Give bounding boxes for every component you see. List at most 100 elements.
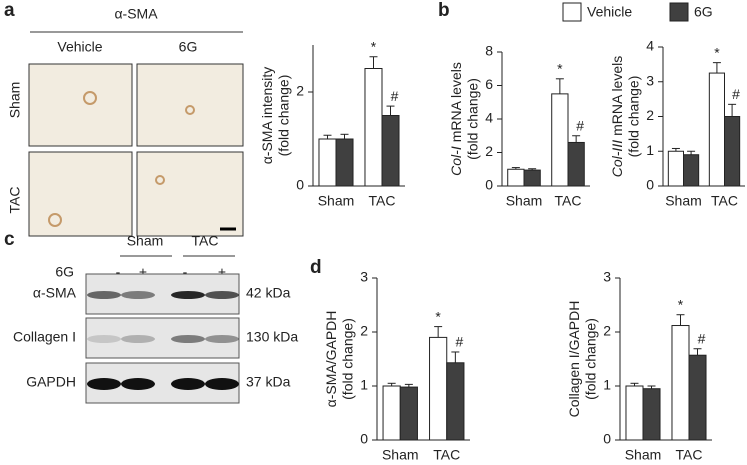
stain xyxy=(83,91,97,105)
y-tick-label: 0 xyxy=(646,177,654,193)
y-axis-label-part: α-SMA intensity xyxy=(259,67,275,165)
blot-band xyxy=(87,378,121,390)
bar xyxy=(625,385,644,441)
x-tick-label: Sham xyxy=(665,193,702,209)
group-label: Sham xyxy=(127,233,164,249)
bar xyxy=(667,150,685,187)
blot-band xyxy=(205,335,239,343)
legend-swatch xyxy=(669,2,689,22)
column-label: 6G xyxy=(179,39,198,55)
legend-label: 6G xyxy=(694,4,713,20)
lane-label: + xyxy=(218,264,226,280)
bar xyxy=(671,325,690,441)
bar xyxy=(382,385,401,441)
blot-band xyxy=(171,291,205,299)
bar xyxy=(523,169,541,187)
stain xyxy=(48,213,62,227)
bar xyxy=(399,386,418,441)
y-tick-label: 1 xyxy=(646,142,654,158)
y-axis-label: (fold change) xyxy=(626,76,642,158)
treatment-label: 6G xyxy=(55,264,74,280)
panel-label: c xyxy=(4,229,15,250)
y-tick-label: 2 xyxy=(296,83,304,99)
y-axis-label: (fold change) xyxy=(465,78,481,160)
micrograph xyxy=(28,63,133,147)
bar xyxy=(708,72,726,187)
x-tick-label: Sham xyxy=(506,193,543,209)
blot-band xyxy=(87,335,121,343)
bar xyxy=(335,138,354,187)
blot-band xyxy=(205,291,239,299)
y-tick-label: 2 xyxy=(485,143,493,159)
blot-band xyxy=(121,378,155,390)
y-tick-label: 0 xyxy=(296,177,304,193)
significance-label: # xyxy=(391,88,399,104)
micrograph xyxy=(136,151,244,237)
y-axis-label: Collagen I/GAPDH xyxy=(566,301,582,418)
y-tick-label: 0 xyxy=(360,431,368,447)
bar xyxy=(381,115,400,187)
y-axis-label-part: mRNA levels xyxy=(609,56,625,136)
bar xyxy=(688,354,707,441)
y-tick-label: 6 xyxy=(485,76,493,92)
group-label: TAC xyxy=(192,233,219,249)
legend-label: Vehicle xyxy=(587,4,632,20)
y-tick-label: 2 xyxy=(603,323,611,339)
y-axis-label: α-SMA intensity xyxy=(259,67,275,165)
y-tick-label: 3 xyxy=(646,72,654,88)
y-tick-label: 1 xyxy=(603,377,611,393)
y-tick-label: 3 xyxy=(603,269,611,285)
bar xyxy=(507,168,525,187)
bar xyxy=(429,336,448,441)
significance-label: # xyxy=(576,117,584,133)
blot-size-label: 37 kDa xyxy=(246,374,291,390)
lane-label: - xyxy=(116,264,121,280)
significance-label: # xyxy=(698,330,706,346)
bar xyxy=(683,154,700,187)
blot-band xyxy=(205,378,239,390)
x-tick-label: TAC xyxy=(711,193,738,209)
y-axis-label: Col-III mRNA levels xyxy=(609,56,625,177)
y-axis-label: (fold change) xyxy=(340,318,356,400)
y-tick-label: 0 xyxy=(485,177,493,193)
blot-row-label: GAPDH xyxy=(26,374,76,390)
x-tick-label: TAC xyxy=(433,447,460,463)
row-label: TAC xyxy=(7,187,23,214)
bar xyxy=(551,93,569,187)
x-tick-label: TAC xyxy=(555,193,582,209)
blot-strip xyxy=(85,317,240,359)
bar xyxy=(446,362,465,441)
x-tick-label: TAC xyxy=(676,447,703,463)
bar xyxy=(642,388,661,441)
y-axis-label-part: α-SMA/GAPDH xyxy=(323,311,339,408)
blot-band xyxy=(121,291,155,299)
blot-row-label: Collagen I xyxy=(13,329,76,345)
x-tick-label: Sham xyxy=(625,447,662,463)
panel-label: b xyxy=(438,0,450,21)
y-tick-label: 2 xyxy=(360,323,368,339)
stain xyxy=(185,105,195,115)
significance-label: * xyxy=(557,61,563,77)
panel-label: d xyxy=(310,257,322,278)
significance-label: * xyxy=(714,44,720,60)
blot-band xyxy=(171,335,205,343)
column-label: Vehicle xyxy=(57,39,102,55)
y-axis-label: (fold change) xyxy=(583,318,599,400)
y-axis-label-gene: Col-III xyxy=(609,140,625,177)
y-tick-label: 3 xyxy=(360,269,368,285)
bar xyxy=(318,138,337,187)
y-tick-label: 1 xyxy=(360,377,368,393)
legend-swatch xyxy=(562,2,582,22)
bar xyxy=(724,116,741,187)
blot-band xyxy=(87,291,121,299)
y-tick-label: 4 xyxy=(646,38,654,54)
blot-size-label: 130 kDa xyxy=(246,329,298,345)
lane-label: + xyxy=(139,264,147,280)
y-tick-label: 2 xyxy=(646,107,654,123)
significance-label: * xyxy=(678,296,684,312)
y-tick-label: 0 xyxy=(603,431,611,447)
bar xyxy=(364,68,383,187)
micrograph-title: α-SMA xyxy=(114,6,158,22)
blot-band xyxy=(171,378,205,390)
stain xyxy=(155,175,165,185)
